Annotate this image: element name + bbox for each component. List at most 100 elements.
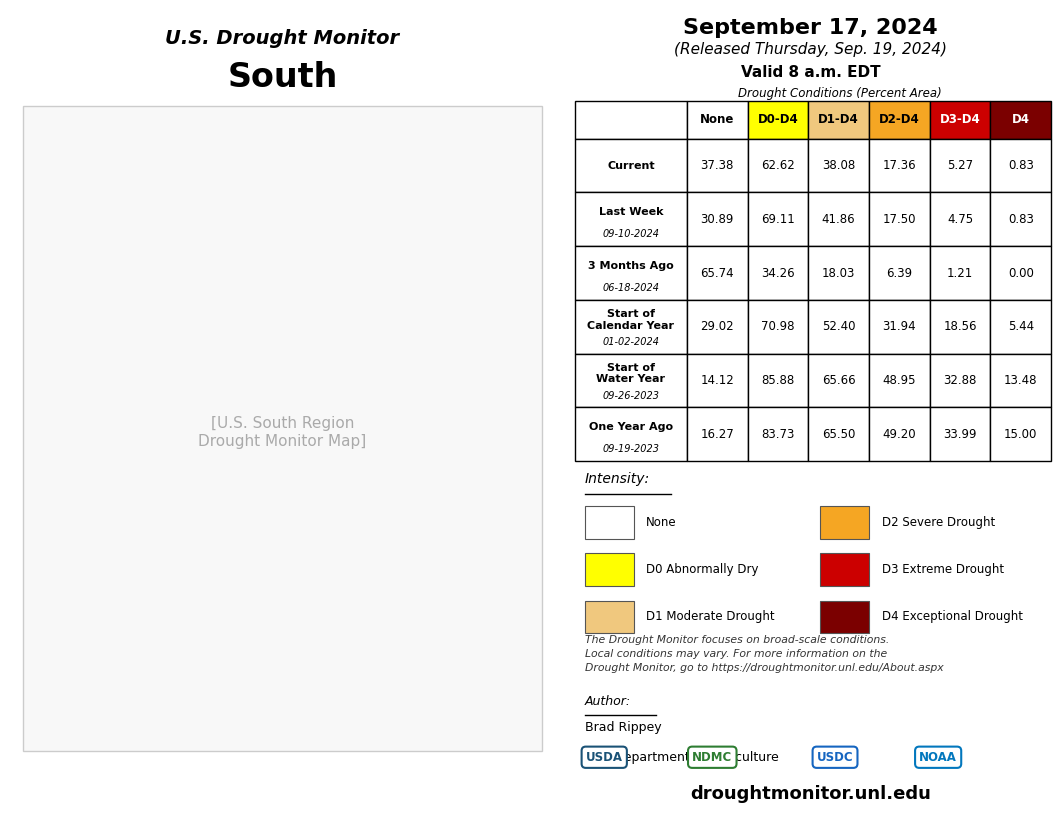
Text: [U.S. South Region
Drought Monitor Map]: [U.S. South Region Drought Monitor Map] <box>199 416 366 449</box>
Text: 41.86: 41.86 <box>822 213 855 226</box>
Text: 37.38: 37.38 <box>700 159 734 172</box>
Text: 48.95: 48.95 <box>883 374 916 387</box>
FancyBboxPatch shape <box>808 193 869 246</box>
Text: 31.94: 31.94 <box>883 320 917 333</box>
Text: South: South <box>227 61 338 94</box>
Text: 65.50: 65.50 <box>822 428 855 441</box>
Text: 65.74: 65.74 <box>700 267 734 280</box>
FancyBboxPatch shape <box>748 407 808 461</box>
Text: D2-D4: D2-D4 <box>879 113 920 126</box>
FancyBboxPatch shape <box>808 139 869 193</box>
FancyBboxPatch shape <box>991 407 1051 461</box>
FancyBboxPatch shape <box>991 101 1051 139</box>
FancyBboxPatch shape <box>585 506 634 539</box>
Text: 70.98: 70.98 <box>761 320 795 333</box>
FancyBboxPatch shape <box>991 246 1051 300</box>
FancyBboxPatch shape <box>22 106 543 751</box>
Text: 32.88: 32.88 <box>943 374 977 387</box>
FancyBboxPatch shape <box>574 300 686 353</box>
Text: Current: Current <box>607 161 655 171</box>
Text: D3 Extreme Drought: D3 Extreme Drought <box>882 563 1004 576</box>
FancyBboxPatch shape <box>748 101 808 139</box>
Text: None: None <box>646 516 677 529</box>
FancyBboxPatch shape <box>869 300 929 353</box>
Text: 0.83: 0.83 <box>1007 213 1034 226</box>
Text: September 17, 2024: September 17, 2024 <box>683 18 938 38</box>
Text: 0.00: 0.00 <box>1007 267 1034 280</box>
Text: 30.89: 30.89 <box>700 213 734 226</box>
FancyBboxPatch shape <box>929 407 991 461</box>
Text: droughtmonitor.unl.edu: droughtmonitor.unl.edu <box>690 785 931 803</box>
FancyBboxPatch shape <box>869 193 929 246</box>
FancyBboxPatch shape <box>686 246 748 300</box>
Text: One Year Ago: One Year Ago <box>589 422 673 432</box>
Text: None: None <box>700 113 734 126</box>
FancyBboxPatch shape <box>585 553 634 586</box>
FancyBboxPatch shape <box>748 193 808 246</box>
FancyBboxPatch shape <box>869 139 929 193</box>
Text: D0-D4: D0-D4 <box>757 113 798 126</box>
Text: 18.56: 18.56 <box>943 320 977 333</box>
FancyBboxPatch shape <box>991 353 1051 407</box>
Text: 34.26: 34.26 <box>761 267 795 280</box>
Text: Drought Conditions (Percent Area): Drought Conditions (Percent Area) <box>738 87 942 100</box>
Text: Start of
Calendar Year: Start of Calendar Year <box>587 309 675 330</box>
Text: 09-19-2023: 09-19-2023 <box>602 444 659 455</box>
FancyBboxPatch shape <box>686 193 748 246</box>
Text: D2 Severe Drought: D2 Severe Drought <box>882 516 995 529</box>
Text: 1.21: 1.21 <box>947 267 974 280</box>
Text: 85.88: 85.88 <box>761 374 794 387</box>
FancyBboxPatch shape <box>574 139 686 193</box>
FancyBboxPatch shape <box>574 353 686 407</box>
Text: 13.48: 13.48 <box>1004 374 1037 387</box>
Text: 38.08: 38.08 <box>822 159 855 172</box>
FancyBboxPatch shape <box>929 101 991 139</box>
FancyBboxPatch shape <box>869 407 929 461</box>
Text: D0 Abnormally Dry: D0 Abnormally Dry <box>646 563 758 576</box>
Text: 69.11: 69.11 <box>761 213 795 226</box>
Text: 14.12: 14.12 <box>700 374 734 387</box>
Text: 6.39: 6.39 <box>886 267 912 280</box>
FancyBboxPatch shape <box>686 407 748 461</box>
FancyBboxPatch shape <box>929 300 991 353</box>
FancyBboxPatch shape <box>929 139 991 193</box>
Text: U.S. Drought Monitor: U.S. Drought Monitor <box>166 29 399 47</box>
Text: 52.40: 52.40 <box>822 320 855 333</box>
Text: 09-10-2024: 09-10-2024 <box>602 229 659 239</box>
FancyBboxPatch shape <box>991 300 1051 353</box>
Text: 5.44: 5.44 <box>1007 320 1034 333</box>
Text: 5.27: 5.27 <box>947 159 973 172</box>
FancyBboxPatch shape <box>585 601 634 633</box>
FancyBboxPatch shape <box>574 193 686 246</box>
Text: 49.20: 49.20 <box>883 428 917 441</box>
Text: 3 Months Ago: 3 Months Ago <box>588 261 674 271</box>
Text: 62.62: 62.62 <box>761 159 795 172</box>
Text: NDMC: NDMC <box>692 751 733 764</box>
Text: D4: D4 <box>1012 113 1030 126</box>
FancyBboxPatch shape <box>991 193 1051 246</box>
FancyBboxPatch shape <box>929 193 991 246</box>
FancyBboxPatch shape <box>574 407 686 461</box>
Text: Intensity:: Intensity: <box>585 472 649 486</box>
Text: NOAA: NOAA <box>919 751 957 764</box>
Text: 4.75: 4.75 <box>947 213 973 226</box>
Text: 16.27: 16.27 <box>700 428 734 441</box>
FancyBboxPatch shape <box>748 300 808 353</box>
Text: 17.50: 17.50 <box>883 213 916 226</box>
Text: 83.73: 83.73 <box>761 428 794 441</box>
Text: 0.83: 0.83 <box>1007 159 1034 172</box>
FancyBboxPatch shape <box>821 553 869 586</box>
FancyBboxPatch shape <box>929 246 991 300</box>
FancyBboxPatch shape <box>748 353 808 407</box>
Text: 09-26-2023: 09-26-2023 <box>602 391 659 401</box>
FancyBboxPatch shape <box>929 353 991 407</box>
FancyBboxPatch shape <box>686 300 748 353</box>
Text: 01-02-2024: 01-02-2024 <box>602 337 659 347</box>
FancyBboxPatch shape <box>991 139 1051 193</box>
Text: Author:: Author: <box>585 695 630 708</box>
FancyBboxPatch shape <box>821 601 869 633</box>
Text: Brad Rippey: Brad Rippey <box>585 721 661 734</box>
FancyBboxPatch shape <box>748 246 808 300</box>
Text: Valid 8 a.m. EDT: Valid 8 a.m. EDT <box>740 65 881 80</box>
Text: D1-D4: D1-D4 <box>818 113 859 126</box>
